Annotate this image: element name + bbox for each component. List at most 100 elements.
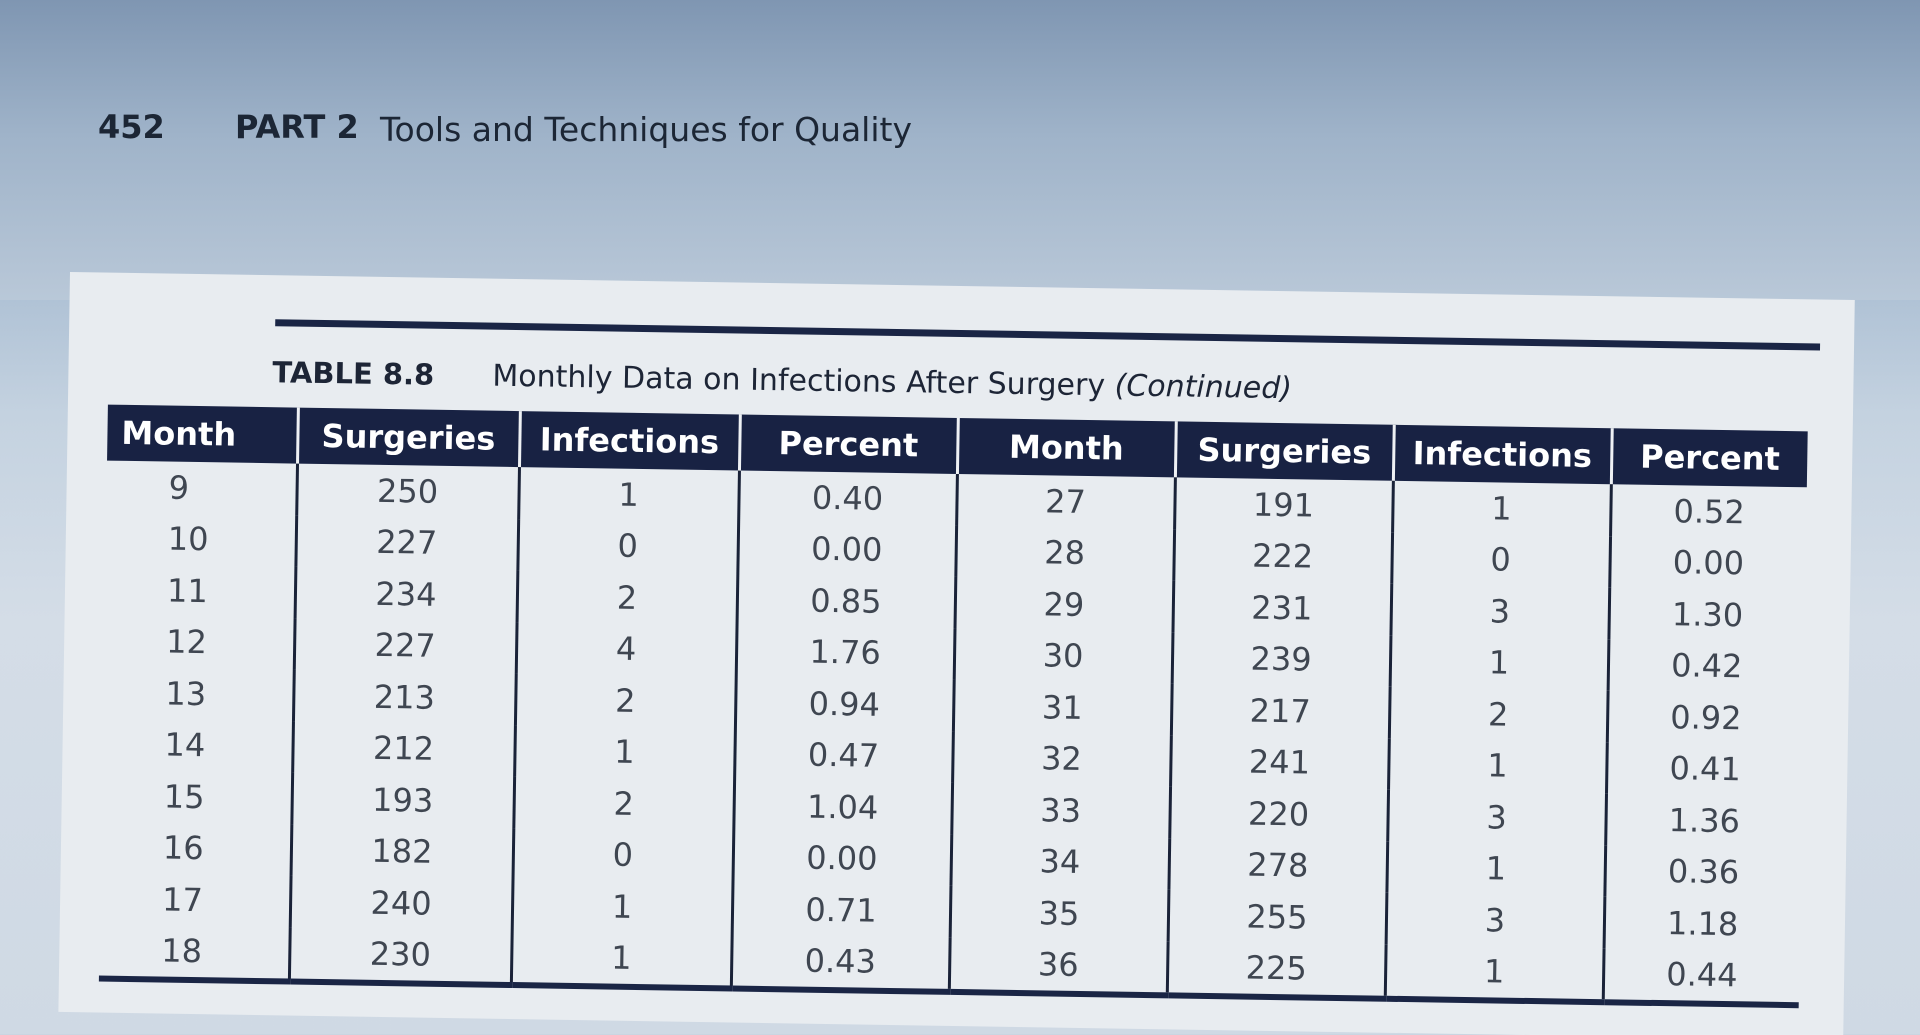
cell-infections-2: 1 — [1392, 480, 1611, 536]
cell-surgeries: 227 — [295, 515, 519, 571]
cell-surgeries-2: 217 — [1170, 683, 1390, 739]
cell-percent: 0.43 — [730, 933, 950, 992]
cell-percent: 0.47 — [734, 728, 953, 783]
table-title: Monthly Data on Infections After Surgery… — [492, 359, 1292, 407]
cell-infections: 0 — [512, 827, 734, 883]
cell-percent-2: 0.36 — [1667, 852, 1740, 892]
col-header-surgeries: Surgeries — [297, 407, 520, 468]
cell-percent: 0.85 — [736, 573, 956, 629]
cell-month: 18 — [98, 924, 290, 982]
cell-percent-2: 1.30 — [1671, 594, 1744, 635]
cell-infections: 4 — [515, 621, 737, 677]
cell-infections-2: 1 — [1386, 841, 1606, 897]
cell-infections-2: 3 — [1387, 789, 1607, 845]
cell-month-2: 30 — [953, 628, 1173, 684]
cell-month: 11 — [104, 563, 296, 619]
cell-surgeries-2: 225 — [1166, 940, 1386, 999]
cell-percent-2: 0.00 — [1672, 543, 1745, 583]
page-number: 452 — [98, 108, 165, 146]
col-header-surgeries-2: Surgeries — [1174, 421, 1394, 481]
table-panel: TABLE 8.8 Monthly Data on Infections Aft… — [58, 272, 1855, 1035]
cell-month-2: 33 — [951, 782, 1171, 838]
cell-surgeries-2: 191 — [1174, 477, 1393, 533]
cell-infections: 1 — [510, 930, 732, 989]
table-label: TABLE 8.8 — [272, 355, 435, 392]
cell-infections-2: 1 — [1389, 635, 1609, 691]
cell-percent-2: 1.18 — [1666, 903, 1739, 944]
cell-surgeries: 227 — [293, 618, 517, 674]
cell-surgeries-2: 255 — [1167, 889, 1387, 945]
cell-month-2: 32 — [952, 731, 1171, 787]
cell-infections: 2 — [514, 673, 736, 729]
cell-percent: 1.04 — [733, 779, 953, 835]
cell-infections-2: 2 — [1388, 686, 1608, 742]
cell-month-2: 36 — [948, 937, 1168, 996]
cell-month-2: 34 — [950, 834, 1170, 890]
cell-month: 13 — [102, 666, 294, 722]
cell-infections: 2 — [513, 776, 735, 831]
cell-month-2: 29 — [954, 576, 1174, 632]
cell-percent: 1.76 — [735, 625, 955, 680]
table-continued: (Continued) — [1114, 368, 1293, 407]
cell-month: 12 — [103, 615, 295, 670]
cell-surgeries-2: 278 — [1168, 837, 1388, 893]
cell-infections: 2 — [516, 570, 738, 626]
cell-infections: 1 — [511, 879, 733, 934]
col-header-percent: Percent — [738, 414, 958, 474]
cell-infections: 1 — [518, 467, 739, 523]
infections-table: Month Surgeries Infections Percent Month… — [98, 404, 1808, 1009]
cell-infections-2: 1 — [1384, 944, 1604, 1003]
table-top-rule — [275, 319, 1821, 351]
cell-surgeries: 193 — [291, 772, 515, 828]
cell-month: 9 — [106, 460, 298, 516]
cell-surgeries: 182 — [290, 824, 514, 880]
cell-month-2: 31 — [952, 679, 1172, 735]
col-header-infections-2: Infections — [1392, 424, 1612, 485]
cell-month-2: 28 — [955, 525, 1175, 581]
cell-percent: 0.71 — [731, 882, 951, 938]
cell-surgeries-2: 222 — [1173, 528, 1393, 584]
cell-percent-2: 0.42 — [1670, 646, 1743, 686]
cell-percent-2: 1.36 — [1668, 800, 1741, 841]
cell-month: 15 — [101, 769, 293, 825]
cell-month-2: 27 — [956, 473, 1175, 529]
running-title: Tools and Techniques for Quality — [380, 110, 912, 149]
part-label: PART 2 — [235, 108, 359, 146]
cell-month-2: 35 — [949, 885, 1169, 941]
cell-percent-2: 0.52 — [1673, 491, 1746, 532]
cell-percent-2: 0.92 — [1670, 697, 1742, 738]
cell-surgeries-2: 241 — [1170, 734, 1389, 790]
cell-surgeries-2: 231 — [1172, 580, 1392, 636]
cell-infections-2: 0 — [1391, 532, 1611, 588]
table-title-text: Monthly Data on Infections After Surgery — [492, 358, 1106, 404]
cell-surgeries: 250 — [296, 463, 519, 519]
cell-surgeries: 212 — [292, 721, 515, 777]
running-head: 452 PART 2 Tools and Techniques for Qual… — [98, 108, 998, 158]
cell-month: 14 — [102, 718, 293, 773]
cell-infections: 1 — [514, 724, 735, 780]
cell-infections: 0 — [517, 518, 739, 574]
cell-percent-2: 0.44 — [1602, 947, 1800, 1006]
cell-percent: 0.40 — [738, 470, 957, 526]
cell-percent: 0.94 — [734, 676, 954, 732]
cell-month: 10 — [105, 512, 297, 567]
cell-infections-2: 1 — [1388, 738, 1607, 794]
cell-percent: 0.00 — [732, 830, 952, 886]
cell-month: 17 — [99, 872, 291, 928]
col-header-month: Month — [107, 404, 298, 464]
col-header-percent-2: Percent — [1610, 428, 1808, 488]
cell-percent: 0.00 — [737, 522, 957, 577]
cell-surgeries-2: 239 — [1171, 631, 1391, 687]
col-header-month-2: Month — [956, 417, 1176, 478]
cell-percent-2: 0.41 — [1669, 749, 1742, 789]
cell-surgeries: 240 — [289, 875, 513, 931]
col-header-infections: Infections — [518, 411, 740, 471]
cell-surgeries: 234 — [294, 566, 518, 622]
cell-surgeries-2: 220 — [1169, 786, 1389, 842]
cell-infections-2: 3 — [1390, 583, 1610, 639]
cell-month: 16 — [100, 821, 292, 876]
cell-surgeries: 213 — [292, 669, 516, 725]
page-background — [0, 0, 1920, 300]
cell-surgeries: 230 — [288, 927, 512, 986]
cell-infections-2: 3 — [1385, 892, 1605, 948]
